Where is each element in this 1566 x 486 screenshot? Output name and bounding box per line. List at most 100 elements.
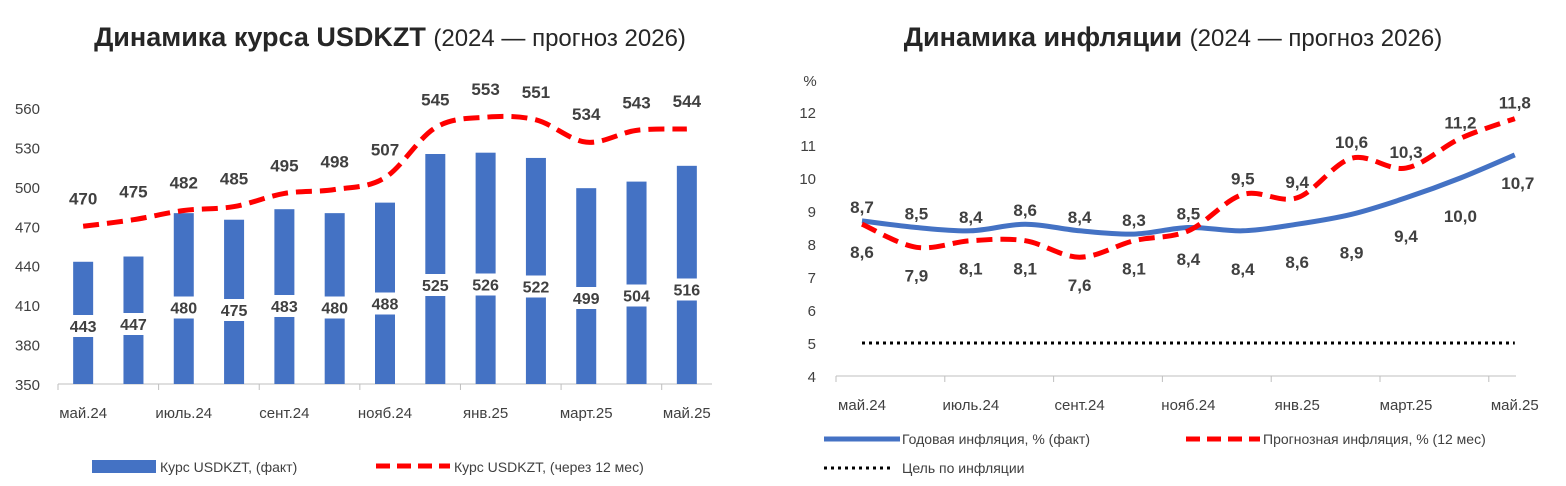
- usdkzt-chart-title: Динамика курса USDKZT (2024 — прогноз 20…: [0, 22, 780, 53]
- usdkzt-forecast-data-label: 485: [220, 170, 248, 189]
- inflation-fact-data-label: 8,6: [1013, 201, 1037, 220]
- inflation-fact-data-label: 8,9: [1340, 243, 1364, 262]
- inflation-chart-panel: Динамика инфляции (2024 — прогноз 2026) …: [780, 0, 1566, 486]
- usdkzt-forecast-data-label: 545: [421, 91, 449, 110]
- inflation-title-sub: (2024 — прогноз 2026): [1189, 25, 1443, 52]
- inflation-fact-data-label: 8,7: [850, 198, 874, 217]
- inflation-chart-title: Динамика инфляции (2024 — прогноз 2026): [780, 22, 1566, 53]
- usdkzt-forecast-data-label: 495: [270, 156, 298, 175]
- usdkzt-forecast-data-label: 551: [522, 83, 550, 102]
- legend-fact-label: Годовая инфляция, % (факт): [902, 431, 1090, 447]
- x-tick-label: март.25: [560, 405, 613, 422]
- x-tick-label: нояб.24: [358, 405, 412, 422]
- inflation-forecast-data-label: 9,5: [1231, 170, 1255, 189]
- inflation-forecast-data-label: 10,6: [1335, 133, 1368, 152]
- usdkzt-fact-bar: [676, 165, 697, 384]
- usdkzt-fact-bar: [425, 154, 446, 384]
- inflation-fact-data-label: 10,0: [1444, 207, 1477, 226]
- x-tick-label: май.25: [1491, 397, 1539, 414]
- y-tick-label: 500: [15, 180, 40, 197]
- y-tick-label: 6: [808, 303, 816, 320]
- usdkzt-fact-data-label: 525: [422, 278, 449, 295]
- usdkzt-fact-data-label: 504: [623, 289, 650, 306]
- inflation-chart-svg: % 4 5 6 7 8 9 10 11 12 май.24 июль.24 сент.24 нояб.24…: [799, 73, 1539, 476]
- bar-label-bg: [215, 299, 254, 321]
- legend-target-label: Цель по инфляции: [902, 460, 1024, 476]
- inflation-forecast-data-label: 8,1: [1122, 260, 1146, 279]
- usdkzt-title-main: Динамика курса USDKZT: [94, 22, 426, 52]
- usdkzt-fact-data-label: 526: [472, 278, 499, 295]
- x-tick-label: янв.25: [1275, 397, 1320, 414]
- x-tick-label: март.25: [1380, 397, 1433, 414]
- usdkzt-forecast-data-label: 470: [69, 189, 97, 208]
- inflation-forecast-data-label: 8,1: [1013, 260, 1037, 279]
- usdkzt-fact-bar: [626, 181, 647, 384]
- y-tick-label: 10: [799, 171, 816, 188]
- usdkzt-fact-data-label: 443: [70, 319, 97, 336]
- usdkzt-fact-bar: [475, 152, 496, 384]
- usdkzt-fact-bar: [525, 157, 546, 384]
- inflation-forecast-data-label: 7,6: [1068, 276, 1092, 295]
- usdkzt-fact-data-label: 475: [221, 303, 248, 320]
- y-tick-label: 7: [808, 270, 816, 287]
- x-tick-label: нояб.24: [1161, 397, 1215, 414]
- usdkzt-fact-data-label: 447: [120, 317, 147, 334]
- inflation-forecast-line: [860, 116, 1516, 260]
- x-tick-label: май.24: [838, 397, 886, 414]
- y-tick-label: 350: [15, 377, 40, 394]
- inflation-forecast-data-label: 10,3: [1389, 143, 1422, 162]
- inflation-fact-data-label: 8,6: [1285, 253, 1309, 272]
- bar-label-bg: [114, 313, 153, 335]
- bar-label-bg: [516, 275, 555, 298]
- bar-label-bg: [265, 295, 304, 317]
- bar-label-bg: [416, 274, 455, 296]
- bar-label-bg: [164, 296, 203, 319]
- usdkzt-fact-data-label: 522: [523, 280, 550, 297]
- inflation-fact-data-label: 8,4: [1231, 260, 1255, 279]
- legend-forecast-label: Курс USDKZT, (через 12 мес): [454, 459, 644, 475]
- bar-label-bg: [667, 278, 706, 301]
- x-tick-label: сент.24: [259, 405, 309, 422]
- bar-label-bg: [466, 273, 505, 296]
- y-tick-label: 530: [15, 140, 40, 157]
- y-tick-label: 440: [15, 259, 40, 276]
- x-tick-label: май.24: [59, 405, 107, 422]
- y-tick-label: 560: [15, 101, 40, 118]
- inflation-forecast-data-label: 11,2: [1444, 113, 1476, 132]
- legend-fact-swatch: [92, 460, 156, 473]
- inflation-fact-data-label: 8,4: [959, 208, 983, 227]
- y-tick-label: 12: [799, 105, 816, 122]
- inflation-fact-data-label: 9,4: [1394, 227, 1418, 246]
- bar-label-bg: [366, 292, 404, 315]
- usdkzt-title-sub: (2024 — прогноз 2026): [433, 25, 686, 52]
- x-tick-label: май.25: [663, 405, 711, 422]
- usdkzt-forecast-data-label: 543: [622, 93, 650, 112]
- legend-forecast-label: Прогнозная инфляция, % (12 мес): [1263, 431, 1486, 447]
- usdkzt-forecast-data-label: 482: [170, 174, 198, 193]
- inflation-forecast-data-label: 11,8: [1499, 94, 1531, 113]
- usdkzt-forecast-data-label: 553: [471, 80, 499, 99]
- x-tick-label: сент.24: [1055, 397, 1105, 414]
- y-axis-unit-label: %: [803, 73, 816, 90]
- y-tick-label: 8: [808, 237, 816, 254]
- legend-fact-label: Курс USDKZT, (факт): [160, 459, 297, 475]
- usdkzt-fact-data-label: 516: [673, 283, 700, 300]
- usdkzt-forecast-data-label: 475: [119, 183, 147, 202]
- usdkzt-fact-bar: [576, 188, 597, 384]
- x-tick-label: июль.24: [155, 405, 212, 422]
- bar-label-bg: [617, 284, 656, 307]
- y-tick-label: 4: [808, 369, 816, 386]
- inflation-forecast-data-label: 9,4: [1285, 173, 1309, 192]
- inflation-forecast-data-label: 8,1: [959, 260, 983, 279]
- y-tick-label: 11: [800, 138, 816, 155]
- usdkzt-forecast-data-label: 544: [673, 92, 702, 111]
- y-tick-label: 470: [15, 219, 40, 236]
- inflation-forecast-data-label: 8,6: [850, 243, 874, 262]
- usdkzt-fact-data-label: 480: [321, 301, 348, 318]
- usdkzt-forecast-data-label: 498: [321, 152, 349, 171]
- y-tick-label: 9: [808, 204, 816, 221]
- usdkzt-forecast-data-label: 507: [371, 141, 399, 160]
- inflation-fact-data-label: 8,4: [1068, 208, 1092, 227]
- bar-label-bg: [315, 296, 354, 319]
- usdkzt-fact-data-label: 480: [170, 301, 197, 318]
